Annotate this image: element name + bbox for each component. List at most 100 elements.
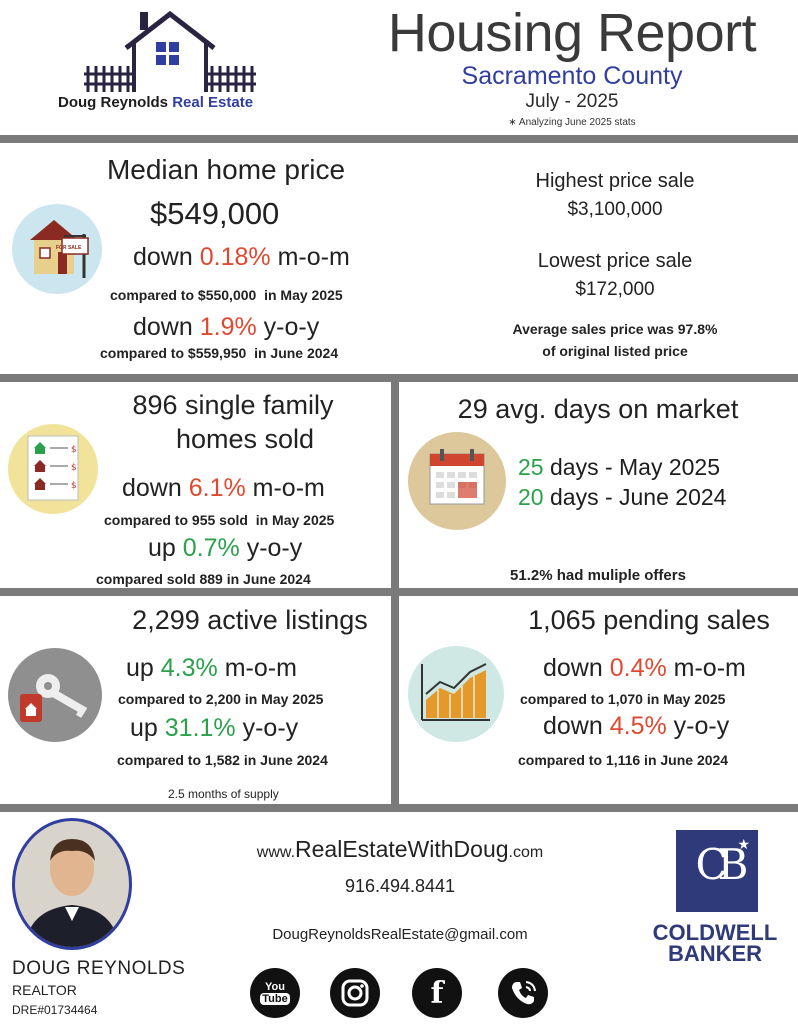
median-mom-compare: compared to $550,000 in May 2025	[110, 287, 343, 303]
brand-name: Doug Reynolds Real Estate	[58, 94, 288, 111]
divider-bottom	[0, 804, 798, 812]
active-mom-dir: up	[126, 654, 154, 682]
website-link[interactable]: www.RealEstateWithDoug.com	[220, 836, 580, 863]
pending-yoy-pct: 4.5%	[609, 712, 667, 740]
median-yoy-dir: down	[133, 313, 193, 341]
for-sale-sign-text: FOR SALE	[56, 245, 82, 251]
checklist-icon: $ $ $	[27, 435, 79, 501]
brand-wordmark: COLDWELL BANKER	[630, 920, 798, 966]
sold-mom-suffix: m-o-m	[252, 474, 325, 502]
active-heading: 2,299 active listings	[132, 605, 368, 635]
pending-yoy-compare: compared to 1,116 in June 2024	[518, 752, 729, 768]
pending-mom-dir: down	[543, 654, 603, 682]
website-suffix: .com	[508, 844, 544, 861]
facebook-icon[interactable]: f	[412, 968, 462, 1018]
dom-line1-text: days - May 2025	[549, 454, 721, 480]
median-mom-pct: 0.18%	[199, 243, 271, 271]
active-mom-suffix: m-o-m	[224, 654, 297, 682]
active-yoy-pct: 31.1%	[164, 714, 236, 742]
instagram-icon[interactable]	[330, 968, 380, 1018]
for-sale-house-icon	[30, 220, 89, 278]
pending-mom-suffix: m-o-m	[673, 654, 746, 682]
median-yoy-line: down 1.9% y-o-y	[133, 313, 319, 342]
youtube-icon-line1: You	[265, 981, 285, 993]
brand-mark: CB	[695, 840, 749, 889]
phone-glyph	[512, 981, 536, 1005]
sold-heading-line1: 896 single family	[132, 390, 334, 420]
active-yoy-line: up 31.1% y-o-y	[130, 714, 298, 743]
sold-mom-line: down 6.1% m-o-m	[122, 474, 325, 503]
active-yoy-suffix: y-o-y	[242, 714, 299, 742]
dom-line2-num: 20	[518, 484, 544, 510]
youtube-icon[interactable]: You Tube	[250, 968, 300, 1018]
dom-offers: 51.2% had muliple offers	[510, 567, 686, 584]
svg-text:$: $	[71, 445, 77, 455]
sold-mom-compare: compared to 955 sold in May 2025	[104, 512, 335, 528]
active-mom-pct: 4.3%	[160, 654, 218, 682]
sold-yoy-dir: up	[148, 534, 176, 562]
sold-yoy-compare: compared sold 889 in June 2024	[96, 571, 311, 587]
median-mom-suffix: m-o-m	[277, 243, 350, 271]
brand-line1: COLDWELL	[652, 920, 778, 945]
highest-sale-value: $3,100,000	[567, 199, 663, 220]
divider-row1	[0, 374, 798, 382]
star-icon: ★	[737, 836, 750, 852]
brand-name-primary: Doug Reynolds	[58, 94, 169, 111]
sold-yoy-pct: 0.7%	[182, 534, 240, 562]
dom-line2-text: days - June 2024	[549, 484, 727, 510]
sold-yoy-suffix: y-o-y	[246, 534, 303, 562]
divider-row2	[0, 588, 798, 596]
lowest-sale-value: $172,000	[575, 279, 655, 300]
website-prefix: www.	[256, 844, 296, 861]
median-heading: Median home price	[106, 154, 346, 185]
active-mom-compare: compared to 2,200 in May 2025	[118, 691, 324, 707]
median-yoy-pct: 1.9%	[199, 313, 257, 341]
house-logo-icon	[84, 10, 256, 92]
pending-yoy-suffix: y-o-y	[673, 712, 730, 740]
phone-number[interactable]: 916.494.8441	[344, 876, 456, 896]
email-link[interactable]: DougReynoldsRealEstate@gmail.com	[272, 926, 528, 943]
dom-line1: 25 days - May 2025	[518, 454, 720, 481]
sold-yoy-line: up 0.7% y-o-y	[148, 534, 302, 563]
agent-portrait-icon	[15, 821, 129, 947]
svg-text:$: $	[71, 481, 77, 491]
median-yoy-compare: compared to $559,950 in June 2024	[100, 345, 339, 361]
key-icon	[20, 674, 88, 722]
youtube-icon-line2: Tube	[260, 993, 290, 1005]
pending-mom-compare: compared to 1,070 in May 2025	[520, 691, 726, 707]
brand-line2: BANKER	[667, 941, 763, 966]
pending-mom-pct: 0.4%	[609, 654, 667, 682]
stats-note: ∗ Analyzing June 2025 stats	[508, 117, 636, 128]
active-yoy-compare: compared to 1,582 in June 2024	[117, 752, 328, 768]
median-mom-line: down 0.18% m-o-m	[133, 243, 350, 272]
highest-sale-label: Highest price sale	[535, 170, 695, 192]
pending-heading: 1,065 pending sales	[528, 605, 770, 635]
report-month: July - 2025	[525, 91, 619, 112]
agent-license: DRE#01734464	[12, 1003, 98, 1017]
sold-mom-pct: 6.1%	[188, 474, 246, 502]
brand-name-accent: Real Estate	[172, 94, 254, 111]
median-mom-dir: down	[133, 243, 193, 271]
county-subtitle: Sacramento County	[461, 62, 683, 90]
instagram-glyph	[341, 979, 369, 1007]
website-main: RealEstateWithDoug	[295, 836, 509, 862]
divider-vertical	[391, 380, 399, 808]
active-supply: 2.5 months of supply	[168, 787, 279, 801]
median-price: $549,000	[150, 196, 280, 231]
active-mom-line: up 4.3% m-o-m	[126, 654, 297, 683]
calendar-icon	[429, 449, 485, 505]
coldwell-banker-logo: CB ★	[676, 830, 758, 912]
sold-mom-dir: down	[122, 474, 182, 502]
active-yoy-dir: up	[130, 714, 158, 742]
lowest-sale-label: Lowest price sale	[537, 250, 693, 272]
phone-icon[interactable]	[498, 968, 548, 1018]
avg-sales-line2: of original listed price	[542, 343, 688, 359]
agent-name: DOUG REYNOLDS	[12, 958, 186, 979]
avg-sales-line1: Average sales price was 97.8%	[512, 321, 718, 337]
divider-top	[0, 135, 798, 143]
median-yoy-suffix: y-o-y	[263, 313, 320, 341]
agent-role: REALTOR	[12, 982, 77, 998]
svg-text:$: $	[71, 463, 77, 473]
avatar	[12, 818, 132, 950]
page-title: Housing Report	[387, 3, 757, 63]
